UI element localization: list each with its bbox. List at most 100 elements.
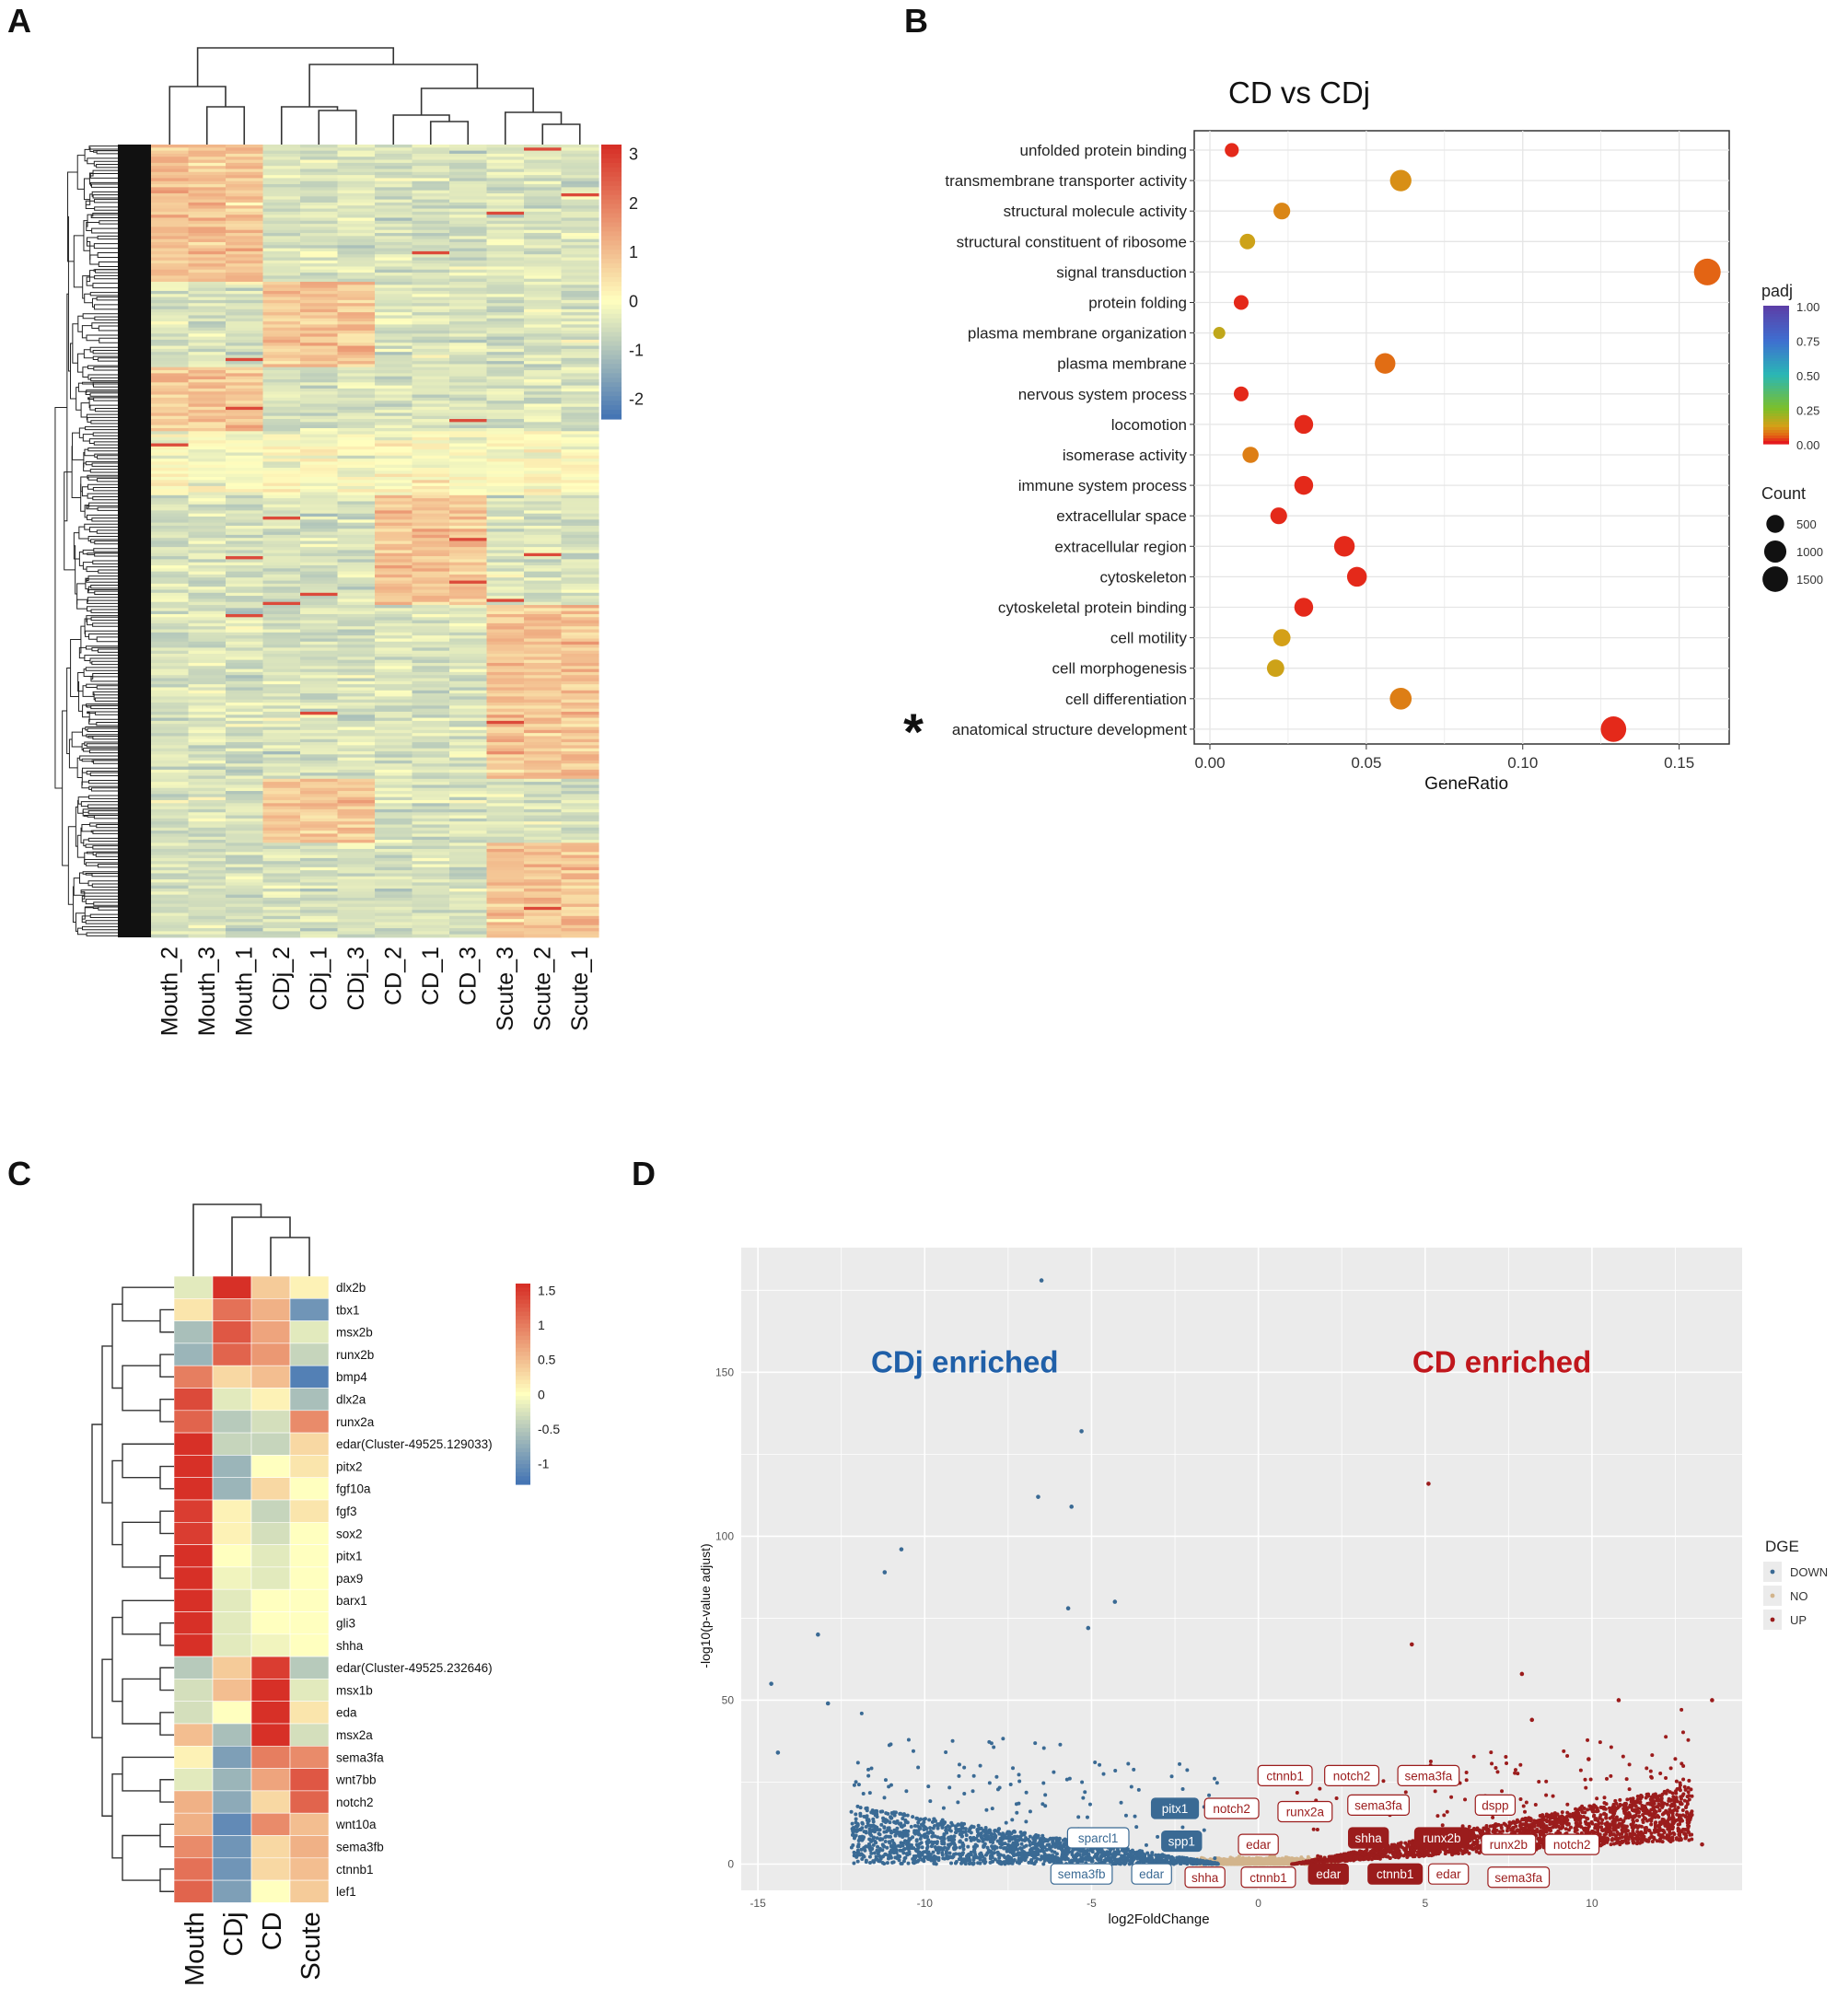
heatmap-a-cell bbox=[188, 534, 227, 539]
heatmap-a-cell bbox=[337, 318, 376, 322]
heatmap-a-cell bbox=[449, 622, 488, 627]
heatmap-c-cell bbox=[250, 1790, 291, 1814]
heatmap-a-cell bbox=[300, 208, 339, 213]
heatmap-a-cell bbox=[524, 659, 563, 664]
heatmap-a-cell bbox=[375, 540, 413, 545]
heatmap-a-cell bbox=[337, 924, 376, 929]
heatmap-a-cell bbox=[337, 336, 376, 341]
heatmap-a-cell bbox=[561, 296, 599, 301]
legend-swatch bbox=[601, 327, 622, 333]
heatmap-a-cell bbox=[337, 864, 376, 868]
heatmap-a-cell bbox=[151, 147, 190, 152]
heatmap-a-cell bbox=[151, 613, 190, 618]
heatmap-a-cell bbox=[151, 233, 190, 237]
heatmap-a-cell bbox=[375, 250, 413, 255]
heatmap-c-cell bbox=[212, 1432, 252, 1456]
heatmap-a-cell bbox=[449, 693, 488, 697]
heatmap-a-cell bbox=[226, 601, 264, 606]
heatmap-a-cell bbox=[188, 635, 227, 639]
dendrogram-branch bbox=[504, 111, 563, 145]
dendrogram-branch bbox=[83, 349, 94, 359]
heatmap-a-cell bbox=[375, 215, 413, 218]
heatmap-a-cell bbox=[188, 654, 227, 657]
heatmap-a-cell bbox=[449, 748, 488, 752]
heatmap-a-cell bbox=[412, 583, 450, 587]
heatmap-a-cell bbox=[337, 608, 376, 612]
heatmap-a-cell bbox=[561, 736, 599, 740]
heatmap-a-cell bbox=[561, 427, 599, 432]
heatmap-a-cell bbox=[561, 577, 599, 581]
heatmap-a-cell bbox=[412, 638, 450, 643]
heatmap-a-cell bbox=[226, 775, 264, 780]
heatmap-a-cell bbox=[524, 299, 563, 304]
heatmap-a-cell bbox=[561, 238, 599, 243]
heatmap-a-cell bbox=[561, 784, 599, 789]
dendrogram-branch bbox=[111, 1303, 122, 1389]
heatmap-a-cell bbox=[486, 159, 525, 164]
heatmap-a-cell bbox=[449, 452, 488, 457]
heatmap-a-cell bbox=[262, 422, 301, 426]
heatmap-a-cell bbox=[412, 196, 450, 201]
heatmap-a-cell bbox=[300, 254, 339, 258]
heatmap-a-cell bbox=[300, 605, 339, 609]
heatmap-a-cell bbox=[337, 299, 376, 304]
go-term-dot bbox=[1239, 233, 1256, 250]
heatmap-a-cell bbox=[449, 760, 488, 764]
heatmap-c-cell bbox=[250, 1701, 291, 1725]
heatmap-a-cell bbox=[486, 424, 525, 429]
heatmap-a-cell bbox=[412, 778, 450, 783]
heatmap-a-cell bbox=[524, 699, 563, 703]
heatmap-c-cell bbox=[173, 1365, 214, 1389]
heatmap-a-cell bbox=[375, 482, 413, 487]
heatmap-a-cell bbox=[262, 436, 301, 441]
heatmap-a-cell bbox=[412, 912, 450, 917]
heatmap-a-cell bbox=[375, 601, 413, 606]
heatmap-a-cell bbox=[524, 599, 563, 603]
heatmap-a-cell bbox=[188, 659, 227, 664]
heatmap-a-cell bbox=[188, 690, 227, 694]
heatmap-c-cell bbox=[173, 1320, 214, 1344]
heatmap-a-cell bbox=[449, 480, 488, 483]
heatmap-a-cell bbox=[524, 766, 563, 771]
heatmap-a-cell bbox=[375, 315, 413, 320]
heatmap-a-cell bbox=[151, 236, 190, 240]
heatmap-a-cell bbox=[226, 427, 264, 432]
heatmap-a-cell bbox=[486, 336, 525, 341]
heatmap-a-cell bbox=[300, 485, 339, 490]
padj-swatch bbox=[1763, 411, 1789, 414]
heatmap-a-cell bbox=[300, 580, 339, 585]
heatmap-a-cell bbox=[188, 620, 227, 624]
heatmap-a-cell bbox=[486, 282, 525, 285]
heatmap-a-cell bbox=[337, 882, 376, 887]
heatmap-a-cell bbox=[449, 285, 488, 289]
heatmap-a-cell bbox=[337, 331, 376, 334]
heatmap-a-cell bbox=[262, 403, 301, 408]
y-tick-label: cytoskeletal protein binding bbox=[998, 599, 1187, 617]
heatmap-a-cell bbox=[300, 229, 339, 234]
heatmap-a-cell bbox=[300, 717, 339, 722]
heatmap-c-cell bbox=[173, 1768, 214, 1792]
heatmap-a-cell bbox=[524, 620, 563, 624]
heatmap-a-cell bbox=[151, 748, 190, 752]
heatmap-a-cell bbox=[486, 376, 525, 380]
heatmap-a-cell bbox=[226, 654, 264, 657]
heatmap-a-cell bbox=[524, 318, 563, 322]
heatmap-a-cell bbox=[486, 879, 525, 883]
dendrogram-branch bbox=[122, 1521, 160, 1568]
heatmap-a-cell bbox=[300, 592, 339, 597]
heatmap-a-cell bbox=[486, 180, 525, 185]
heatmap-a-cell bbox=[151, 906, 190, 911]
heatmap-a-cell bbox=[188, 854, 227, 859]
heatmap-a-cell bbox=[375, 901, 413, 904]
dendrogram-branch bbox=[83, 178, 90, 201]
heatmap-a-cell bbox=[188, 227, 227, 231]
heatmap-a-cell bbox=[449, 866, 488, 871]
heatmap-a-cell bbox=[524, 510, 563, 515]
heatmap-a-cell bbox=[449, 263, 488, 267]
heatmap-a-cell bbox=[375, 180, 413, 185]
heatmap-a-cell bbox=[300, 373, 339, 378]
heatmap-a-cell bbox=[524, 525, 563, 529]
dendrogram-branch bbox=[87, 618, 93, 626]
legend-swatch bbox=[601, 405, 622, 411]
heatmap-a-cell bbox=[524, 517, 563, 520]
